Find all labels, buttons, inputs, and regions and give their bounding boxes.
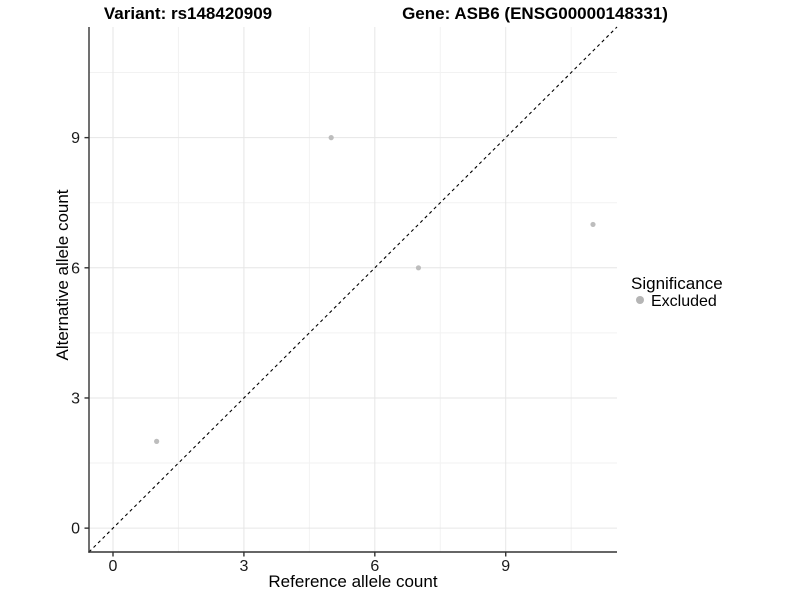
axes bbox=[88, 27, 617, 553]
data-points bbox=[154, 135, 596, 444]
y-tick-label: 9 bbox=[71, 130, 80, 147]
data-point bbox=[328, 135, 334, 141]
major-gridlines bbox=[89, 27, 617, 552]
x-tick-label: 0 bbox=[109, 558, 118, 575]
axis-ticks bbox=[84, 136, 507, 557]
legend-title: Significance bbox=[631, 274, 723, 293]
x-tick-label: 9 bbox=[501, 558, 510, 575]
data-point bbox=[415, 265, 422, 271]
y-tick-label: 0 bbox=[71, 521, 80, 538]
legend: Significance Excluded bbox=[631, 274, 723, 310]
tick-labels: 0 3 6 9 0 3 6 9 bbox=[71, 130, 510, 575]
legend-item-label: Excluded bbox=[651, 293, 717, 310]
x-axis-title: Reference allele count bbox=[268, 572, 437, 591]
identity-reference-line bbox=[88, 26, 618, 553]
legend-key-dot bbox=[636, 296, 644, 304]
y-axis-title: Alternative allele count bbox=[53, 189, 72, 360]
gene-title: Gene: ASB6 (ENSG00000148331) bbox=[402, 4, 668, 23]
y-tick-label: 6 bbox=[71, 260, 80, 277]
x-tick-label: 6 bbox=[370, 558, 379, 575]
variant-title: Variant: rs148420909 bbox=[104, 4, 272, 23]
y-tick-label: 3 bbox=[71, 390, 80, 407]
x-tick-label: 3 bbox=[239, 558, 248, 575]
data-point bbox=[154, 438, 160, 444]
minor-gridlines bbox=[89, 27, 617, 552]
data-point bbox=[590, 221, 596, 228]
